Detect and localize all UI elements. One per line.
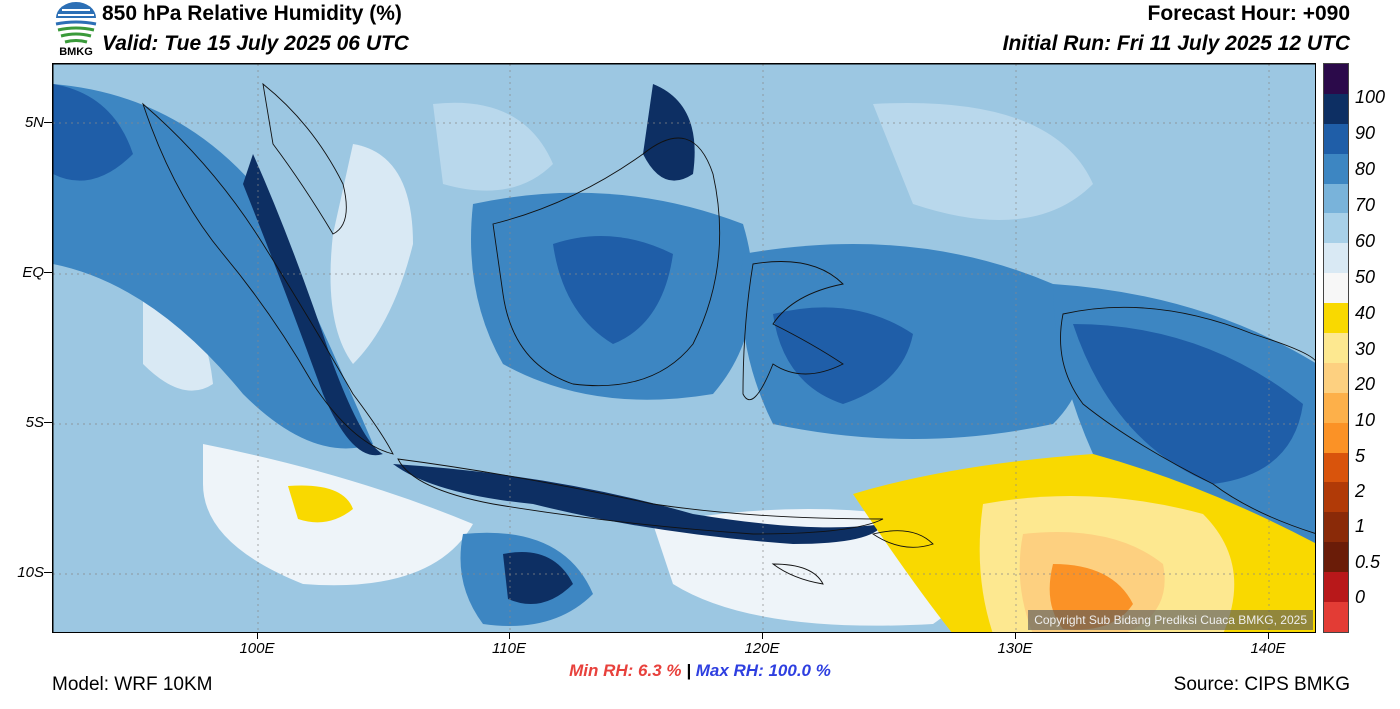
min-rh: Min RH: 6.3 % xyxy=(569,661,682,680)
colorbar-label: 5 xyxy=(1355,446,1366,466)
colorbar-label: 30 xyxy=(1355,339,1376,359)
colorbar-swatch xyxy=(1324,64,1348,94)
colorbar-swatch xyxy=(1324,452,1348,483)
lat-tick xyxy=(44,422,52,423)
colorbar-swatch xyxy=(1324,213,1348,244)
colorbar-swatch xyxy=(1324,303,1348,334)
stats-separator: | xyxy=(681,661,696,680)
colorbar-swatch xyxy=(1324,243,1348,274)
colorbar-label: 60 xyxy=(1355,231,1376,251)
colorbar-swatch xyxy=(1324,392,1348,423)
lat-label-eq: EQ xyxy=(22,264,44,281)
initial-run: Initial Run: Fri 11 July 2025 12 UTC xyxy=(1002,32,1350,55)
colorbar xyxy=(1323,63,1349,633)
colorbar-label: 20 xyxy=(1355,374,1376,394)
colorbar-label: 70 xyxy=(1355,195,1376,215)
lon-label-130e: 130E xyxy=(997,640,1033,657)
source-label: Source: CIPS BMKG xyxy=(1173,674,1350,695)
rh-stats: Min RH: 6.3 % | Max RH: 100.0 % xyxy=(0,661,1400,681)
bmkg-logo xyxy=(52,2,100,62)
colorbar-swatch xyxy=(1324,542,1348,573)
lon-label-100e: 100E xyxy=(239,640,275,657)
colorbar-swatch xyxy=(1324,602,1348,632)
colorbar-label: 50 xyxy=(1355,267,1376,287)
copyright-notice: Copyright Sub Bidang Prediksi Cuaca BMKG… xyxy=(1028,610,1313,630)
colorbar-swatch xyxy=(1324,422,1348,453)
lat-tick xyxy=(44,272,52,273)
lat-label-5s: 5S xyxy=(25,414,44,431)
colorbar-swatch xyxy=(1324,482,1348,513)
valid-time: Valid: Tue 15 July 2025 06 UTC xyxy=(102,32,409,55)
colorbar-swatch xyxy=(1324,123,1348,154)
lat-label-10s: 10S xyxy=(17,564,44,581)
lon-tick xyxy=(257,633,258,639)
humidity-field xyxy=(53,64,1315,632)
colorbar-label: 90 xyxy=(1355,123,1376,143)
logo-text: BMKG xyxy=(59,46,93,58)
lat-tick xyxy=(44,122,52,123)
model-label: Model: WRF 10KM xyxy=(52,674,213,695)
colorbar-swatch xyxy=(1324,153,1348,184)
lon-tick xyxy=(1015,633,1016,639)
lon-label-120e: 120E xyxy=(744,640,780,657)
colorbar-label: 0 xyxy=(1355,587,1366,607)
lat-label-5n: 5N xyxy=(24,114,44,131)
chart-title: 850 hPa Relative Humidity (%) xyxy=(102,2,402,25)
colorbar-label: 1 xyxy=(1355,516,1366,536)
colorbar-swatch xyxy=(1324,183,1348,214)
lon-label-110e: 110E xyxy=(492,640,526,657)
colorbar-label: 100 xyxy=(1355,87,1386,107)
colorbar-swatch xyxy=(1324,93,1348,124)
colorbar-swatch xyxy=(1324,572,1348,603)
colorbar-label: 80 xyxy=(1355,159,1376,179)
colorbar-label: 2 xyxy=(1355,481,1366,501)
colorbar-label: 0.5 xyxy=(1355,552,1381,572)
colorbar-swatch xyxy=(1324,362,1348,393)
lat-tick xyxy=(44,572,52,573)
lon-tick xyxy=(762,633,763,639)
lon-tick xyxy=(509,633,510,639)
forecast-hour: Forecast Hour: +090 xyxy=(1147,2,1351,25)
colorbar-swatch xyxy=(1324,273,1348,304)
lon-label-140e: 140E xyxy=(1250,640,1286,657)
colorbar-label: 40 xyxy=(1355,303,1376,323)
colorbar-swatch xyxy=(1324,333,1348,363)
humidity-map: Copyright Sub Bidang Prediksi Cuaca BMKG… xyxy=(52,63,1316,633)
lon-tick xyxy=(1268,633,1269,639)
max-rh: Max RH: 100.0 % xyxy=(695,661,831,680)
colorbar-label: 10 xyxy=(1355,410,1376,430)
colorbar-swatch xyxy=(1324,512,1348,543)
